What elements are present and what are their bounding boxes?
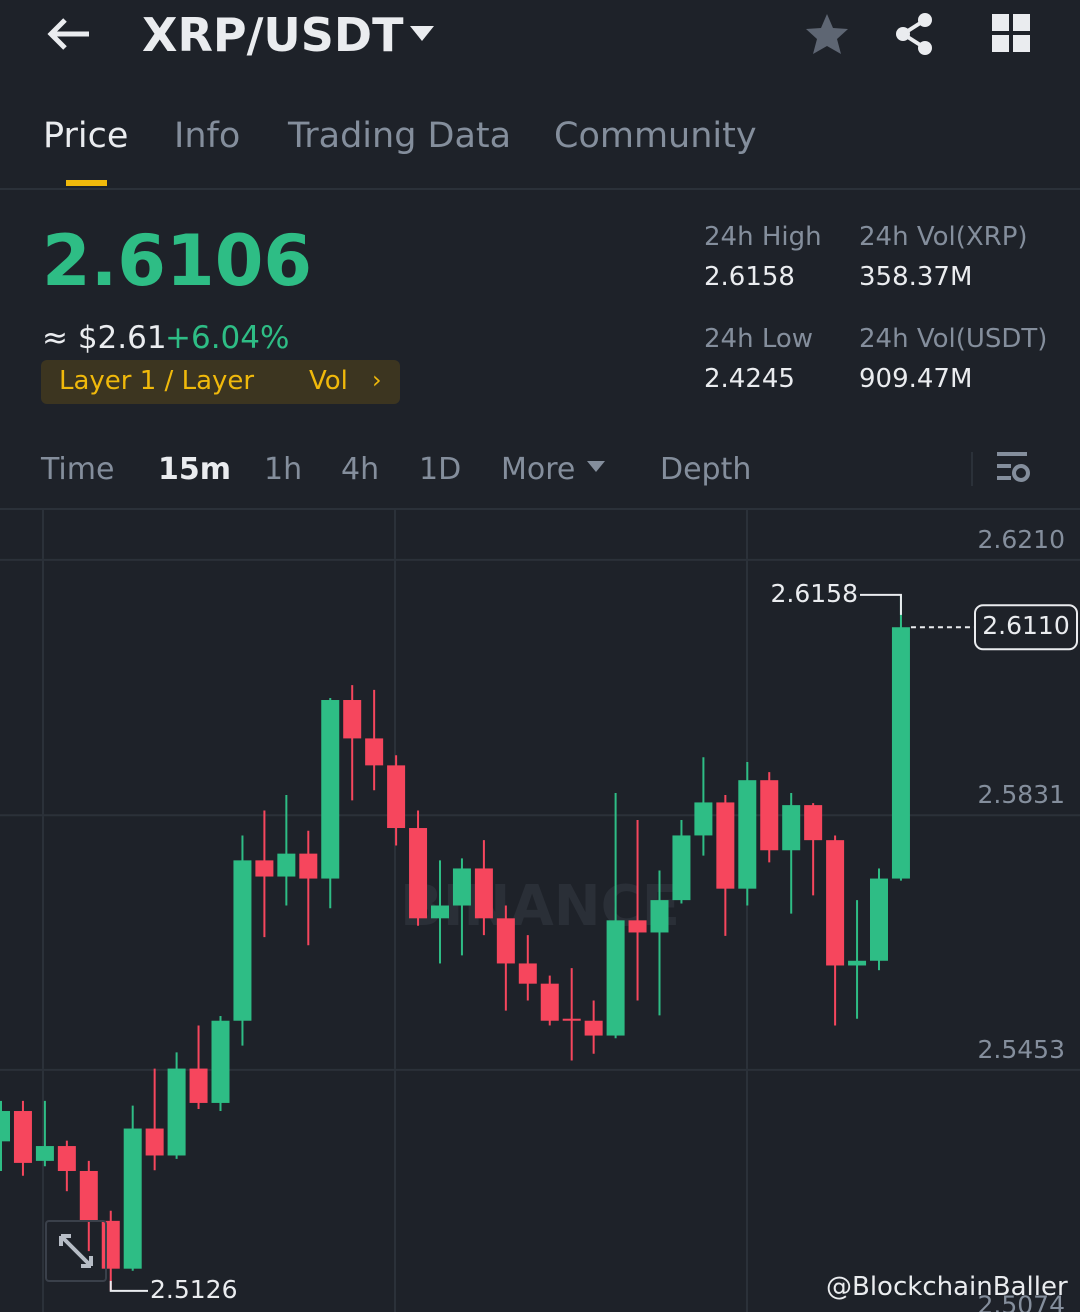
tab[interactable]: Price [43,116,129,156]
last-price-label: 2.6110 [982,611,1069,640]
candle-body [474,868,493,919]
candle-body [365,738,384,766]
candle-body [211,1020,230,1103]
stat-value: 358.37M [859,262,973,292]
tab[interactable]: Info [174,116,241,156]
divider [0,188,1080,190]
candle-body [35,1146,54,1161]
expand[interactable] [45,1220,107,1282]
pair[interactable]: XRP/USDT [142,8,404,62]
y-tick-label: 2.6210 [978,525,1065,554]
candle-body [518,963,537,984]
stat-label: 24h High [704,222,822,252]
candle-body [321,700,340,879]
candle-body [409,828,428,919]
candle-body [584,1020,603,1036]
candle-body [57,1146,76,1171]
grid-menu[interactable] [992,14,1032,54]
last-price-box [974,604,1078,651]
chart: BINANCE 2.62102.58312.54532.50742.61582.… [0,510,1080,1312]
tag[interactable]: Vol [309,366,348,396]
candle-body [431,905,449,919]
candle-body [189,1068,208,1103]
timeframe[interactable]: Time [41,452,115,487]
timeframe[interactable]: More [501,452,576,487]
candle-body [145,1128,164,1156]
tab-indicator [66,180,107,186]
timeframe[interactable]: 4h [341,452,380,487]
candle-body [628,920,647,933]
candle-body [848,960,867,966]
candle-body [891,627,910,879]
candle-body [387,765,406,829]
candle-body [782,805,801,851]
low-label: 2.5126 [150,1275,237,1304]
stat-value: 2.4245 [704,364,795,394]
candle-body [738,780,757,889]
stat-label: 24h Vol(USDT) [859,324,1048,354]
timeframe[interactable]: 1D [419,452,462,487]
candle-body [606,920,625,1036]
y-tick-label: 2.5453 [978,1035,1065,1064]
timeframe[interactable]: Depth [660,452,752,487]
candle-body [255,860,274,877]
chevron: › [372,366,382,394]
candle-body [694,802,713,836]
candle-body [79,1170,98,1221]
stat-value: 2.6158 [704,262,795,292]
candle-body [299,853,318,879]
candle-body [716,802,735,889]
caret[interactable] [408,24,436,44]
timeframe[interactable]: 15m [158,452,232,487]
tag[interactable]: Layer 1 / Layer [59,366,255,396]
change: +6.04% [165,320,290,356]
candle-body [760,780,779,851]
candle-body [804,805,823,841]
candle-body [672,835,691,901]
candle-body [233,860,252,1021]
stat-label: 24h Vol(XRP) [859,222,1028,252]
candle-body [123,1128,142,1269]
candle-body [13,1111,32,1163]
divider [0,508,1080,510]
high-label: 2.6158 [771,579,858,608]
candle-body [650,900,669,933]
last-price: 2.6106 [42,220,313,302]
stat-label: 24h Low [704,324,814,354]
candle-body [0,1111,10,1142]
timeframe[interactable]: 1h [264,452,303,487]
credit: @BlockchainBaller [826,1272,1068,1302]
candle-body [496,918,515,964]
tab[interactable]: Community [554,116,757,156]
settings[interactable] [995,450,1031,486]
y-tick-label: 2.5074 [978,1290,1065,1312]
candle-body [452,868,471,906]
y-tick-label: 2.5831 [978,780,1065,809]
candle-body [277,853,296,877]
high-pointer [860,593,902,615]
caret [587,461,605,472]
divider [971,452,973,486]
share[interactable] [893,12,937,56]
candle-body [540,983,559,1021]
candle-body [826,840,845,966]
candle-body [343,700,362,739]
tag-box[interactable] [41,360,400,404]
stat-value: 909.47M [859,364,973,394]
star[interactable] [805,12,849,56]
back[interactable] [45,14,95,54]
candle-body [562,1018,581,1021]
candle-body [167,1068,186,1156]
candle-body [870,878,888,961]
tab[interactable]: Trading Data [288,116,512,156]
fiat-price: ≈ $2.61 [42,320,167,356]
low-pointer [109,1280,148,1292]
